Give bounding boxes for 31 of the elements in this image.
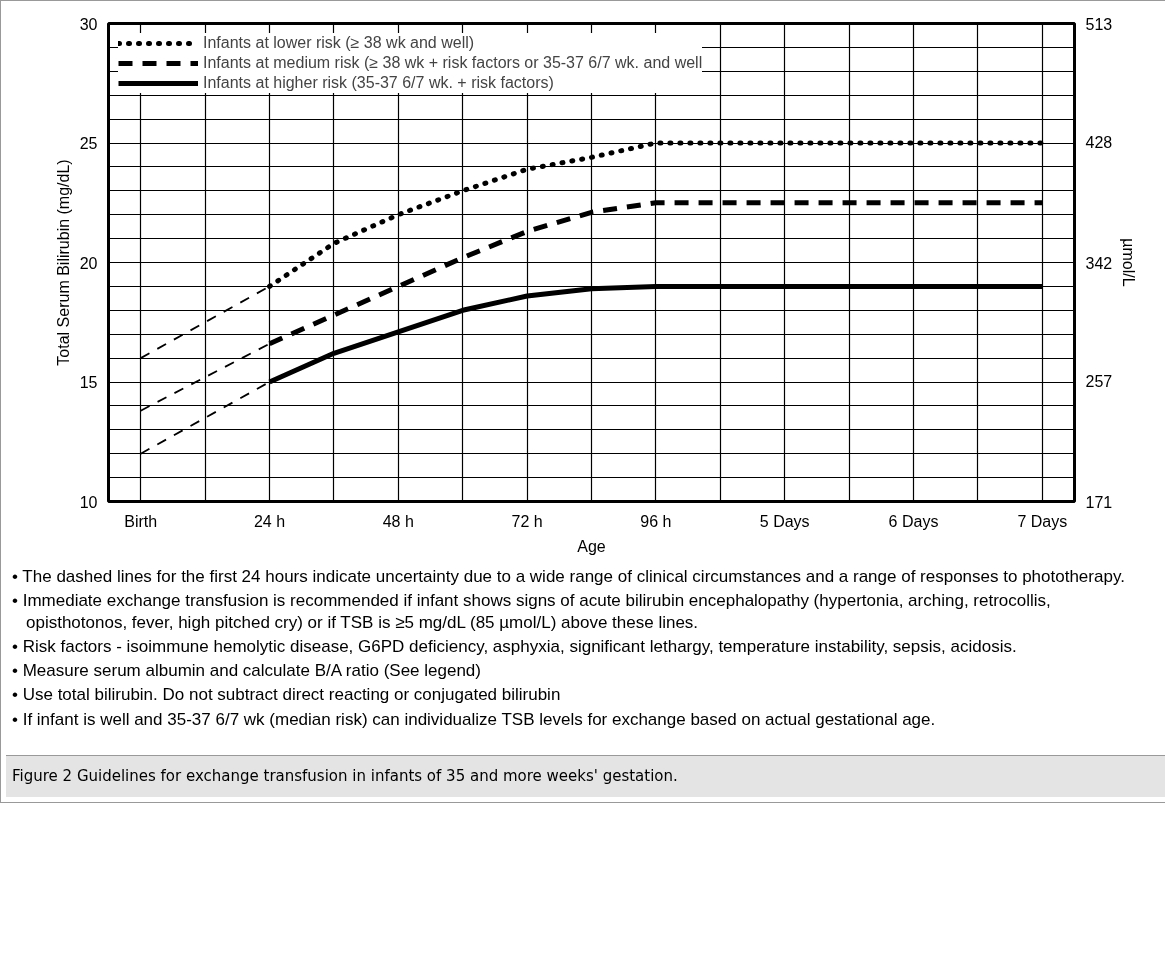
caption: Figure 2 Guidelines for exchange transfusion in infants of 35 and more weeks' gestation. — [12, 765, 678, 787]
y2-tick-label: 171 — [1085, 493, 1113, 511]
y2-tick-label: 257 — [1085, 373, 1113, 391]
y-axis-title: Total Serum Bilirubin (mg/dL) — [54, 159, 72, 366]
x-tick-label: Birth — [124, 512, 158, 530]
y-tick-label: 20 — [79, 254, 98, 272]
x-tick-label: 96 h — [640, 512, 672, 530]
legend-label: Infants at higher risk (35-37 6/7 wk. + risk factors) — [203, 74, 554, 92]
y2-tick-label: 428 — [1085, 134, 1113, 152]
y-tick-label: 30 — [79, 15, 98, 33]
y2-axis-title: µmol/L — [1120, 238, 1138, 287]
text: • Measure serum albumin and calculate B/A ratio (See legend) — [12, 660, 482, 683]
text: • Immediate exchange transfusion is recommended if infant shows signs of acute bilirubin encephalopathy (hypertonia, arching, retrocollis, opisthotonos, fever, high pitched cry) or if TSB is ≥5 mg/dL (85 µmol/L) above these lines. — [12, 590, 1052, 635]
y-tick-label: 25 — [79, 135, 98, 152]
legend-label: Infants at lower risk (≥ 38 wk and well) — [203, 34, 475, 52]
x-tick-label: 5 Days — [759, 512, 810, 530]
text: • Risk factors - isoimmune hemolytic disease, G6PD deficiency, asphyxia, significant lethargy, temperature instability, sepsis, acidosis. — [12, 636, 1018, 659]
x-tick-label: 72 h — [511, 512, 543, 530]
x-tick-label: 48 h — [382, 512, 414, 530]
x-tick-label: 24 h — [253, 512, 286, 530]
x-axis-title: Age — [577, 537, 606, 555]
legend-label: Infants at medium risk (≥ 38 wk + risk factors or 35-37 6/7 wk. and well — [203, 54, 703, 72]
text: • If infant is well and 35-37 6/7 wk (median risk) can individualize TSB levels for exchange based on actual gestational age. — [12, 708, 937, 731]
text: • Use total bilirubin. Do not subtract direct reacting or conjugated bilirubin — [12, 684, 562, 707]
y-tick-label: 10 — [79, 493, 98, 511]
x-tick-label: 7 Days — [1017, 512, 1068, 530]
y2-tick-label: 342 — [1085, 254, 1113, 272]
y2-tick-label: 513 — [1085, 15, 1113, 33]
text: • The dashed lines for the first 24 hours indicate uncertainty due to a wide range of clinical circumstances and a range of responses to phototherapy. — [12, 566, 1126, 588]
x-tick-label: 6 Days — [888, 512, 939, 530]
y-tick-label: 15 — [79, 374, 98, 391]
